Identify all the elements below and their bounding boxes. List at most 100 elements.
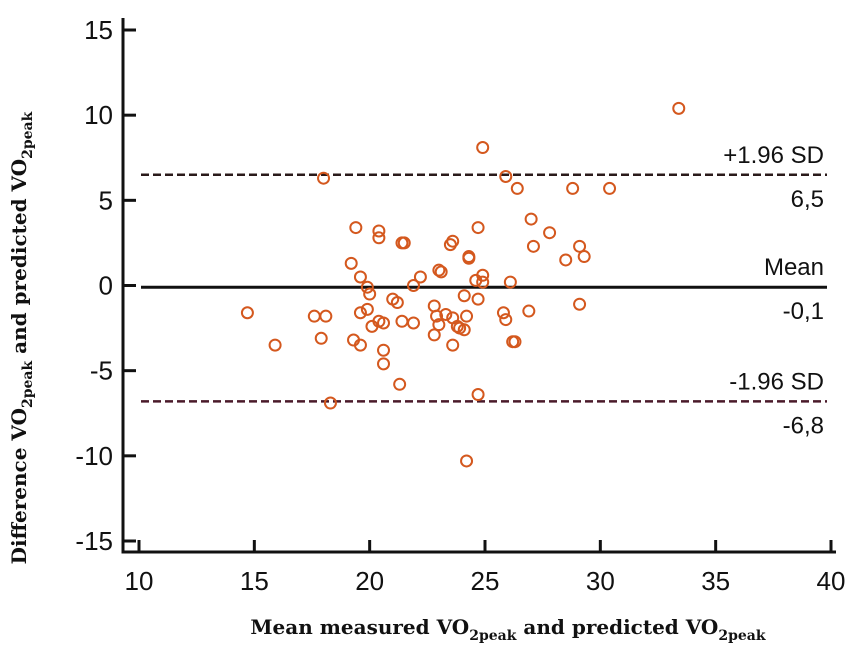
x-title-sub1: 2peak xyxy=(469,628,517,644)
data-point xyxy=(372,224,386,238)
data-point xyxy=(240,306,254,320)
x-tick-label: 30 xyxy=(586,566,615,596)
data-point xyxy=(307,309,321,323)
lower-loa-label: -1.96 SD xyxy=(729,368,824,395)
y-title-sub1: 2peak xyxy=(20,360,36,408)
data-point xyxy=(476,275,490,289)
data-point xyxy=(471,221,485,235)
data-point xyxy=(406,316,420,330)
data-point xyxy=(268,338,282,352)
data-point xyxy=(406,279,420,292)
data-point xyxy=(573,239,587,253)
data-point xyxy=(577,250,591,264)
data-point xyxy=(510,181,524,195)
data-point xyxy=(390,296,404,310)
data-point xyxy=(323,396,337,410)
data-point xyxy=(353,270,367,284)
data-point xyxy=(360,280,374,294)
x-tick-label: 10 xyxy=(125,566,154,596)
data-point xyxy=(499,169,513,183)
data-point xyxy=(496,306,510,320)
y-tick-label: 0 xyxy=(99,271,113,301)
x-ticks: 10 15 20 25 30 35 40 xyxy=(125,540,846,596)
x-tick-label: 20 xyxy=(355,566,384,596)
data-point xyxy=(377,357,391,371)
data-point xyxy=(457,289,471,303)
data-point xyxy=(360,302,374,316)
data-point xyxy=(413,270,427,284)
data-point xyxy=(524,212,538,226)
data-point xyxy=(508,335,522,349)
y-tick-label: 10 xyxy=(84,100,113,130)
data-point xyxy=(573,297,587,311)
data-point xyxy=(353,306,367,320)
y-tick-label: -10 xyxy=(75,441,113,471)
y-tick-label: -5 xyxy=(90,356,113,386)
data-point xyxy=(427,328,441,342)
data-point xyxy=(372,231,386,245)
data-point xyxy=(471,292,485,306)
data-point xyxy=(395,314,409,328)
y-title-sub2: 2peak xyxy=(20,111,36,159)
data-point xyxy=(377,316,391,330)
data-point xyxy=(460,309,474,323)
data-point xyxy=(476,268,490,282)
data-point xyxy=(559,253,573,267)
data-point xyxy=(460,454,474,468)
mean-label: Mean xyxy=(764,254,824,281)
data-point xyxy=(446,234,460,248)
lower-loa-value: -6,8 xyxy=(783,412,824,439)
x-title-main: Mean measured VO xyxy=(250,615,469,639)
data-point xyxy=(471,388,485,402)
data-point xyxy=(462,251,476,265)
data-point xyxy=(499,313,513,327)
data-point xyxy=(672,101,686,115)
data-point xyxy=(427,299,441,313)
data-point xyxy=(393,377,407,391)
x-tick-label: 15 xyxy=(240,566,269,596)
data-point xyxy=(344,256,358,270)
x-tick-label: 25 xyxy=(471,566,500,596)
data-point xyxy=(603,181,617,195)
data-point xyxy=(432,263,446,277)
y-ticks: 15 10 5 0 -5 -10 -15 xyxy=(75,15,136,556)
data-points xyxy=(240,101,686,468)
x-tick-label: 40 xyxy=(817,566,846,596)
reference-labels: +1.96 SD 6,5 Mean -0,1 -1.96 SD -6,8 xyxy=(723,142,824,440)
y-axis-title: Difference VO2peak and predicted VO2peak xyxy=(7,111,36,564)
data-point xyxy=(526,239,540,253)
data-point xyxy=(434,265,448,279)
data-point xyxy=(377,343,391,357)
x-axis-title: Mean measured VO2peak and predicted VO2p… xyxy=(250,615,765,644)
data-point xyxy=(566,181,580,195)
data-point xyxy=(503,275,517,289)
y-tick-label: -15 xyxy=(75,526,113,556)
data-point xyxy=(543,226,557,240)
data-point xyxy=(446,338,460,352)
mean-value: -0,1 xyxy=(783,298,824,325)
data-point xyxy=(314,331,328,345)
data-point xyxy=(432,318,446,332)
data-point xyxy=(319,309,333,323)
y-tick-label: 5 xyxy=(99,185,113,215)
upper-loa-label: +1.96 SD xyxy=(723,142,824,169)
x-title-mid: and predicted VO xyxy=(516,615,718,639)
data-point xyxy=(353,338,367,352)
data-point xyxy=(397,236,411,250)
x-title-sub2: 2peak xyxy=(718,628,766,644)
data-point xyxy=(349,221,363,235)
data-point xyxy=(457,323,471,337)
data-point xyxy=(450,319,464,333)
y-title-mid: and predicted VO xyxy=(7,159,31,361)
upper-loa-value: 6,5 xyxy=(791,186,824,213)
y-tick-label: 15 xyxy=(84,15,113,45)
y-title-main: Difference VO xyxy=(7,408,31,564)
data-point xyxy=(363,287,377,301)
data-point xyxy=(430,309,444,323)
data-point xyxy=(317,171,331,185)
data-point xyxy=(476,141,490,155)
data-point xyxy=(439,307,453,321)
x-tick-label: 35 xyxy=(701,566,730,596)
data-point xyxy=(522,304,536,318)
